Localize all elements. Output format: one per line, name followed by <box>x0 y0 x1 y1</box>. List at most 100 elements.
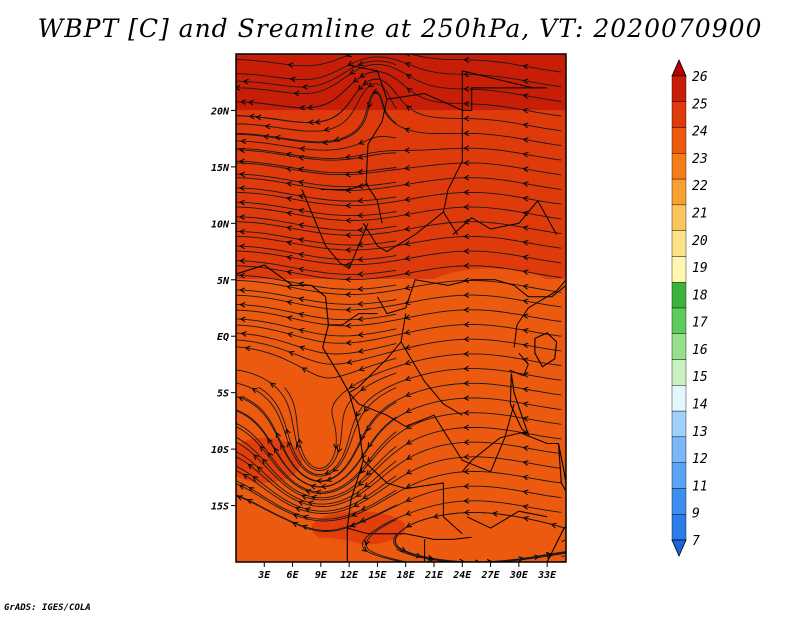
streamline-arrow <box>420 563 425 568</box>
streamline-arrow <box>288 350 295 357</box>
country-border <box>509 352 529 377</box>
streamline-arrow <box>298 251 305 258</box>
streamline-arrow <box>522 107 529 114</box>
streamline <box>236 480 397 520</box>
streamline-arrow <box>262 458 268 465</box>
streamline-arrow <box>367 456 373 463</box>
colorbar-label: 22 <box>692 179 708 194</box>
colorbar-box <box>671 282 687 309</box>
streamline-arrow <box>360 385 367 392</box>
streamline-arrow <box>307 500 314 507</box>
streamline <box>236 426 562 501</box>
streamline-arrow <box>239 185 245 192</box>
streamline-arrow <box>298 311 305 318</box>
streamline-arrow <box>522 445 529 451</box>
streamline-arrow <box>476 566 481 571</box>
streamline-arrow <box>236 495 243 501</box>
streamline-arrow <box>359 517 366 523</box>
streamline <box>236 90 397 143</box>
colorbar-box <box>671 410 687 438</box>
streamline-arrow <box>325 476 333 482</box>
streamline-arrow <box>239 243 245 250</box>
streamline-arrow <box>463 424 470 431</box>
streamline-arrow <box>463 248 470 254</box>
streamline-arrow <box>253 454 260 460</box>
streamline-arrow <box>357 316 364 322</box>
streamline <box>236 60 397 88</box>
streamline-arrow <box>463 439 470 446</box>
streamline-arrow <box>463 509 470 516</box>
streamline-arrow <box>248 487 255 493</box>
streamline-arrow <box>336 447 343 454</box>
streamline-arrow <box>228 406 233 411</box>
streamline-arrow <box>349 522 357 528</box>
colorbar-box <box>671 256 687 283</box>
colorbar-box <box>671 359 687 386</box>
streamline-arrow <box>357 60 364 67</box>
streamline-arrow <box>345 54 352 58</box>
coastline <box>546 525 566 562</box>
streamline <box>242 382 562 482</box>
y-tick-label: 5S <box>217 389 229 400</box>
streamline-arrow <box>297 500 304 506</box>
streamline-arrow <box>239 199 245 206</box>
y-tick-label: 15N <box>211 163 230 174</box>
streamline-arrow <box>349 383 355 389</box>
streamline-arrow <box>522 195 529 202</box>
streamline-arrow <box>463 130 470 137</box>
streamline-arrow <box>287 62 294 69</box>
colorbar-extend-min <box>671 539 687 557</box>
streamline-arrow <box>247 99 254 106</box>
streamline <box>236 63 562 102</box>
streamline-arrow <box>240 331 247 337</box>
streamline-arrow <box>256 466 263 473</box>
colorbar-box <box>671 436 687 463</box>
streamline-arrow <box>522 283 529 290</box>
streamline-arrow <box>463 174 470 181</box>
streamline-arrow <box>357 227 364 233</box>
streamline-arrow <box>285 428 291 435</box>
colorbar-label: 15 <box>692 370 708 385</box>
streamline <box>236 422 397 493</box>
streamline-arrow <box>367 442 373 449</box>
country-border <box>349 64 388 224</box>
colorbar-box <box>671 307 687 334</box>
streamline-arrow <box>463 498 470 504</box>
streamline-arrow <box>404 196 411 202</box>
streamline-arrow <box>463 292 470 298</box>
streamline-arrow <box>405 54 410 57</box>
streamline <box>236 216 397 231</box>
streamlines <box>228 54 566 571</box>
x-tick-label: 24E <box>452 570 472 581</box>
colorbar-box <box>671 153 687 180</box>
streamline-arrow <box>357 212 364 219</box>
streamline-arrow <box>404 240 411 247</box>
streamline-arrow <box>406 454 413 460</box>
streamline <box>236 309 562 327</box>
streamline-arrow <box>316 478 322 484</box>
streamline-arrow <box>349 69 356 75</box>
streamline-arrow <box>357 154 364 160</box>
streamline-arrow <box>463 86 470 92</box>
streamline <box>236 135 397 151</box>
streamline-arrow <box>522 416 529 422</box>
x-tick-label: 30E <box>509 570 529 581</box>
streamline-arrow <box>404 165 411 171</box>
streamline-arrow <box>301 494 308 501</box>
streamline-arrow <box>357 197 364 204</box>
streamline <box>236 160 397 174</box>
streamline-arrow <box>229 323 234 328</box>
colorbar: 26 25 24 23 22 21 20 19 18 17 16 15 14 13 12 11 9 7 <box>671 59 708 557</box>
streamline-arrow <box>522 151 529 158</box>
streamline-arrow <box>522 372 529 378</box>
streamline-arrow <box>298 296 305 303</box>
streamline-arrow <box>361 546 368 552</box>
streamline-arrow <box>228 263 233 268</box>
country-border <box>461 431 524 473</box>
streamline-arrow <box>522 181 529 187</box>
streamline <box>236 451 397 505</box>
streamline-arrow <box>311 494 318 501</box>
country-border <box>452 199 558 235</box>
field-patch <box>254 537 368 562</box>
streamline-arrow <box>293 90 300 97</box>
